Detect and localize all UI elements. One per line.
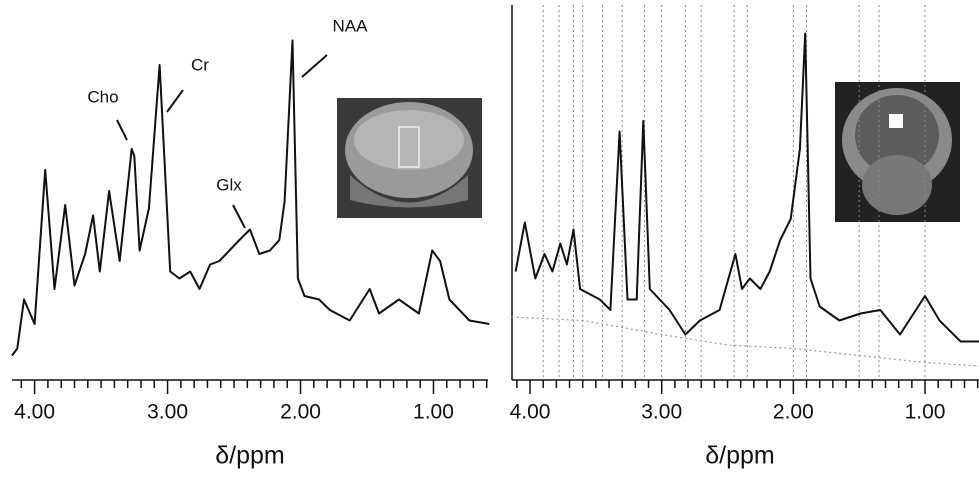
x-tick-label: 4.00 bbox=[14, 401, 55, 424]
x-tick-label: 3.00 bbox=[147, 401, 188, 424]
spectrum-line bbox=[11, 39, 490, 357]
x-tick-label: 1.00 bbox=[905, 401, 946, 424]
annotation: Glx bbox=[216, 175, 242, 194]
x-axis-label: δ/ppm bbox=[215, 442, 285, 470]
x-axis-label: δ/ppm bbox=[705, 442, 775, 470]
x-tick-label: 1.00 bbox=[413, 401, 454, 424]
x-tick-label: 2.00 bbox=[280, 401, 321, 424]
baseline-line bbox=[511, 316, 979, 367]
spectrum-line bbox=[514, 32, 979, 343]
annotation: Cr bbox=[191, 55, 209, 74]
annotation: Cho bbox=[87, 87, 118, 106]
annotation-line bbox=[301, 54, 328, 78]
x-tick-label: 4.00 bbox=[510, 401, 551, 424]
x-tick-label: 2.00 bbox=[773, 401, 814, 424]
annotation: NAA bbox=[333, 16, 369, 35]
annotation-line bbox=[232, 204, 246, 229]
annotation-line bbox=[166, 89, 184, 113]
inset-image bbox=[835, 82, 960, 222]
inset-image bbox=[337, 98, 482, 218]
x-tick-label: 3.00 bbox=[641, 401, 682, 424]
annotation-line bbox=[116, 119, 128, 141]
